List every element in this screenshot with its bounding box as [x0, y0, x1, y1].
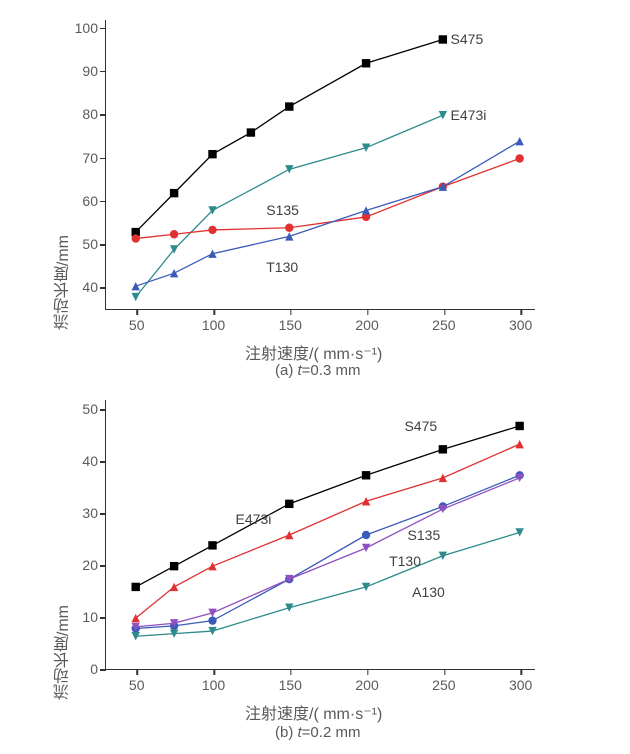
chart-b-ytick: 50: [82, 401, 106, 417]
chart-b-x-label: 注射速度/( mm·s⁻¹): [245, 700, 382, 724]
chart-b-xtick: 200: [355, 669, 378, 693]
chart-b-xtick: 150: [279, 669, 302, 693]
chart-b-plot-area: 0102030405050100150200250300: [105, 400, 535, 670]
chart-b-series-label-e473i: E473i: [236, 511, 272, 527]
chart-b-xtick: 100: [202, 669, 225, 693]
chart-b-series-label-s475: S475: [404, 418, 437, 434]
chart-b-ytick: 20: [82, 557, 106, 573]
chart-b-xtick: 300: [509, 669, 532, 693]
chart-b-ytick: 30: [82, 505, 106, 521]
chart-b-ytick: 40: [82, 453, 106, 469]
chart-b-series-label-a130: A130: [412, 584, 445, 600]
chart-b-y-label: 流动长度/mm: [52, 605, 76, 700]
chart-b-ytick: 0: [90, 661, 106, 677]
chart-b-xtick: 50: [129, 669, 145, 693]
chart-b-series-label-t130: T130: [389, 553, 421, 569]
chart-b-series-label-s135: S135: [408, 527, 441, 543]
chart-b: 0102030405050100150200250300流动长度/mm注射速度/…: [0, 0, 630, 754]
chart-b-caption: (b) t=0.2 mm: [275, 724, 360, 741]
chart-b-ytick: 10: [82, 609, 106, 625]
chart-b-xtick: 250: [432, 669, 455, 693]
